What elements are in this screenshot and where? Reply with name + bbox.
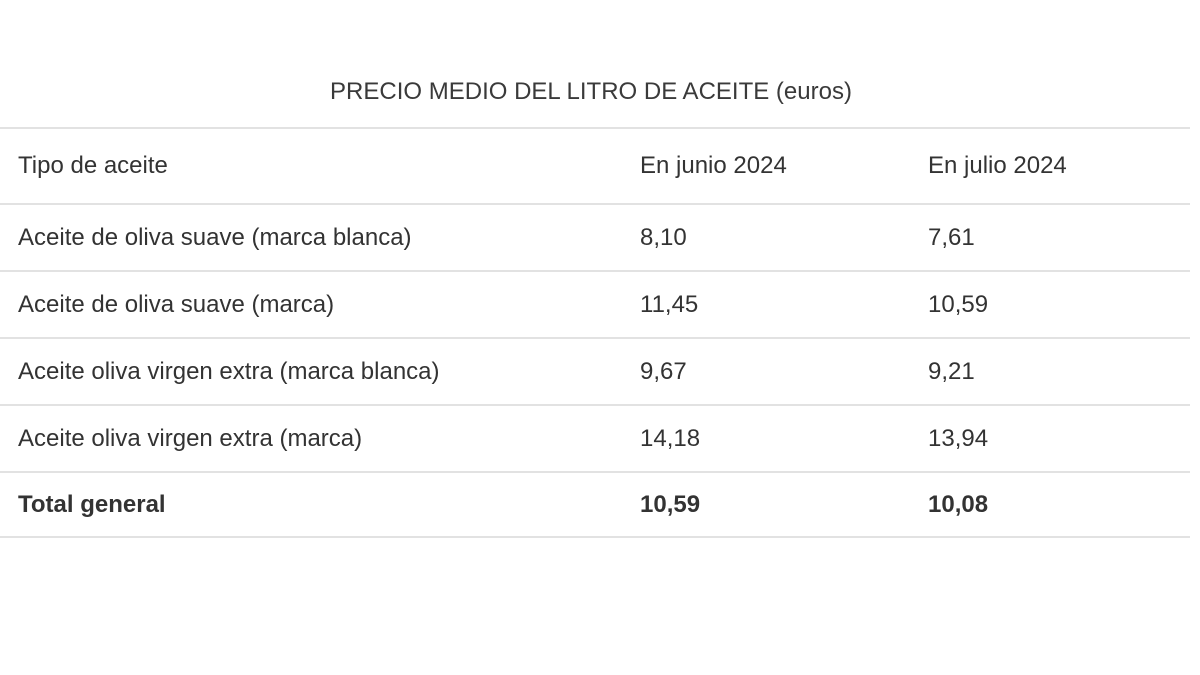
table-cell: Aceite de oliva suave (marca) [18, 290, 335, 318]
table-cell: 10,08 [928, 490, 989, 518]
table: Tipo de aceite En junio 2024 En julio 2024… [0, 127, 1190, 538]
table-cell: 7,61 [928, 223, 975, 251]
table-row: Aceite oliva virgen extra (marca blanca)… [0, 337, 1190, 404]
total-row: Total general 10,59 10,08 [0, 471, 1190, 538]
table-cell: Aceite oliva virgen extra (marca blanca) [18, 357, 440, 385]
table-cell: Aceite oliva virgen extra (marca) [18, 424, 363, 452]
table-row: Aceite oliva virgen extra (marca) 14,18 13… [0, 404, 1190, 471]
table-cell: 14,18 [640, 424, 701, 452]
table-cell: 11,45 [640, 290, 699, 318]
table-cell: 9,67 [640, 357, 687, 385]
table-cell: 9,21 [928, 357, 975, 385]
table-row: Aceite de oliva suave (marca) 11,45 10,59 [0, 270, 1190, 337]
table-cell: 13,94 [928, 424, 989, 452]
table-cell: En junio 2024 [640, 152, 787, 179]
table-cell: 8,10 [640, 223, 687, 251]
header-row: Tipo de aceite En junio 2024 En julio 2024 [0, 127, 1190, 203]
table-title: PRECIO MEDIO DEL LITRO DE ACEITE (euros) [330, 78, 852, 105]
table-cell: En julio 2024 [928, 152, 1067, 179]
table-cell: Total general [18, 490, 166, 518]
table-cell: Aceite de oliva suave (marca blanca) [18, 223, 412, 251]
table-cell: 10,59 [640, 490, 701, 518]
table-cell: 10,59 [928, 290, 989, 318]
table-cell: Tipo de aceite [18, 152, 168, 179]
table-row: Aceite de oliva suave (marca blanca) 8,10… [0, 203, 1190, 270]
